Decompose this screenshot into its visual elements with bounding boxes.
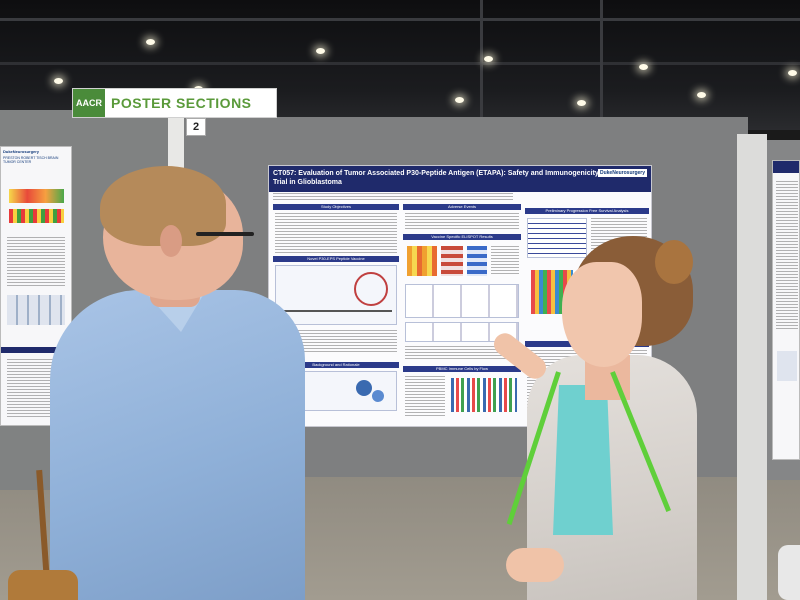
shoulder-bag <box>8 570 78 600</box>
ceiling-truss <box>0 62 800 65</box>
sign-label: POSTER SECTIONS <box>111 95 252 111</box>
flow-bars <box>451 378 517 412</box>
elispot-plots <box>405 322 519 342</box>
section-header: PBMC Immune Cells by Flow <box>403 366 521 372</box>
right-poster-text <box>776 181 798 331</box>
aacr-logo: AACR <box>73 89 105 117</box>
ceiling-light <box>788 70 797 76</box>
ceiling-light <box>316 48 325 54</box>
timeline <box>282 310 392 312</box>
right-poster <box>772 160 800 460</box>
section-header: Background and Rationale <box>273 362 399 368</box>
section-text <box>405 376 445 416</box>
heatmap <box>441 246 463 276</box>
ceiling-light <box>455 97 464 103</box>
ceiling-light <box>697 92 706 98</box>
right-poster-bar <box>773 161 799 173</box>
cycle-diagram <box>354 272 388 306</box>
section-text <box>491 246 519 276</box>
poster-header: CT057: Evaluation of Tumor Associated P3… <box>269 166 651 192</box>
duke-logo: DukeNeurosurgery <box>597 169 647 177</box>
section-text <box>405 213 519 229</box>
board-number: 2 <box>186 118 206 136</box>
ceiling-truss <box>600 0 603 130</box>
left-poster-figure <box>7 295 65 325</box>
board-post <box>737 134 767 600</box>
section-header: Preliminary Progression Free Survival An… <box>525 208 649 214</box>
vaccine-diagram <box>275 265 397 325</box>
ceiling-light <box>54 78 63 84</box>
left-poster-text <box>7 237 65 287</box>
ceiling-light <box>146 39 155 45</box>
section-text <box>405 346 519 360</box>
ceiling-truss <box>0 18 800 21</box>
left-poster-figure <box>9 189 64 203</box>
ceiling-light <box>639 64 648 70</box>
heatmap <box>407 246 437 276</box>
man-blazer <box>50 290 305 600</box>
section-text <box>275 213 397 253</box>
ceiling-light <box>577 100 586 106</box>
left-poster-figure <box>9 209 64 223</box>
ceiling-light <box>484 56 493 62</box>
glasses <box>196 232 254 236</box>
left-poster-center: PRESTON ROBERT TISCH BRAIN TUMOR CENTER <box>3 156 59 164</box>
right-poster-figure <box>777 351 797 381</box>
cell-graphic <box>356 380 372 396</box>
elispot-plots <box>405 284 519 318</box>
man-ear <box>160 225 182 257</box>
woman-top <box>553 385 613 535</box>
left-poster-bar <box>1 347 71 353</box>
authors-text <box>273 193 513 201</box>
section-header: Vaccine Specific ELISPOT Results <box>403 234 521 240</box>
woman-face <box>562 262 642 367</box>
section-header: Novel P30-EPS Peptide Vaccine <box>273 256 399 262</box>
chair <box>778 545 800 600</box>
heatmap <box>467 246 487 276</box>
cell-graphic <box>372 390 384 402</box>
poster-sections-sign: AACR POSTER SECTIONS <box>72 88 277 118</box>
pfs-chart <box>527 218 587 258</box>
woman-hair-bun <box>655 240 693 284</box>
left-poster-logo: DukeNeurosurgery <box>3 149 40 154</box>
section-header: Study Objectives <box>273 204 399 210</box>
woman-hand <box>506 548 564 582</box>
poster-authors <box>269 192 651 202</box>
section-header: Adverse Events <box>403 204 521 210</box>
section-text <box>275 330 397 352</box>
poster-title: CT057: Evaluation of Tumor Associated P3… <box>273 170 646 186</box>
ceiling-truss <box>480 0 483 130</box>
